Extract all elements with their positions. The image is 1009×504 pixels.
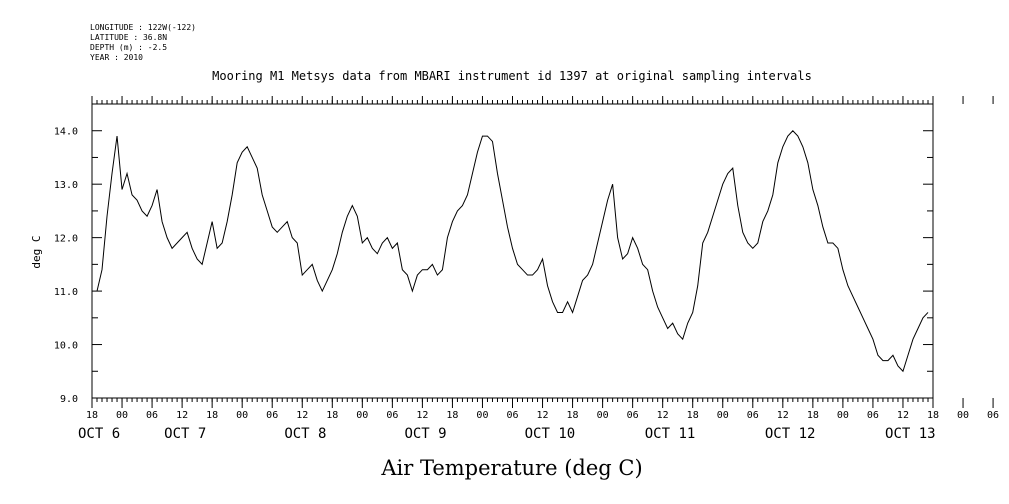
x-hour-label: 00 [236,410,248,421]
x-hour-label: 06 [506,410,518,421]
x-hour-label: 18 [446,410,458,421]
x-hour-label: 00 [356,410,368,421]
series-group [96,129,929,373]
x-hour-label: 12 [657,410,669,421]
x-hour-label: 18 [807,410,819,421]
y-tick-label: 9.0 [60,394,78,405]
x-hour-label: 18 [86,410,98,421]
x-axis: 18 00 06 12 18 00 06 12 18 00 06 12 18 00 06 12 18 00 06 12… [86,96,999,421]
x-date-label: OCT 13 [885,426,936,442]
x-hour-label: 00 [116,410,128,421]
x-hour-label: 06 [627,410,639,421]
chart-title: Mooring M1 Metsys data from MBARI instru… [212,69,812,83]
x-hour-label: 06 [146,410,158,421]
x-hour-label: 18 [567,410,579,421]
x-date-label: OCT 12 [765,426,816,442]
x-hour-label: 06 [987,410,999,421]
x-date-label: OCT 11 [645,426,696,442]
y-tick-label: 10.0 [54,341,78,352]
y-tick-label: 11.0 [54,287,78,298]
longitude-label: LONGITUDE : 122W(-122) [90,23,196,32]
x-date-label: OCT 6 [78,426,120,442]
x-hour-label: 00 [957,410,969,421]
depth-label: DEPTH (m) : -2.5 [90,43,167,52]
x-hour-label: 18 [927,410,939,421]
x-date-label: OCT 9 [404,426,446,442]
y-axis-label: deg C [30,235,43,268]
x-date-label: OCT 8 [284,426,326,442]
y-axis: 9.0 10.0 11.0 12.0 13.0 14.0 [54,103,933,405]
y-tick-label: 14.0 [54,127,78,138]
y-tick-label: 12.0 [54,234,78,245]
x-hour-label: 18 [687,410,699,421]
x-hour-label: 12 [176,410,188,421]
x-date-labels: OCT 6 OCT 7 OCT 8 OCT 9 OCT 10 OCT 11 OCT 12 OC… [78,426,936,442]
x-hour-label: 12 [897,410,909,421]
plot-frame [91,103,934,399]
x-hour-label: 06 [386,410,398,421]
x-hour-label: 12 [777,410,789,421]
x-axis-title: Air Temperature (deg C) [380,456,642,480]
minor-ticks [91,100,934,402]
x-date-label: OCT 7 [164,426,206,442]
x-hour-label: 00 [476,410,488,421]
series-line [96,129,929,373]
x-hour-label: 00 [597,410,609,421]
x-hour-label: 00 [837,410,849,421]
x-date-label: OCT 10 [525,426,576,442]
y-tick-label: 13.0 [54,180,78,191]
x-hour-label: 06 [747,410,759,421]
x-hour-label: 06 [867,410,879,421]
x-hour-label: 06 [266,410,278,421]
x-hour-label: 12 [537,410,549,421]
x-hour-label: 00 [717,410,729,421]
year-label: YEAR : 2010 [90,53,143,62]
x-hour-label: 12 [296,410,308,421]
latitude-label: LATITUDE : 36.8N [90,33,167,42]
x-hour-label: 18 [326,410,338,421]
x-hour-label: 12 [416,410,428,421]
x-hour-label: 18 [206,410,218,421]
